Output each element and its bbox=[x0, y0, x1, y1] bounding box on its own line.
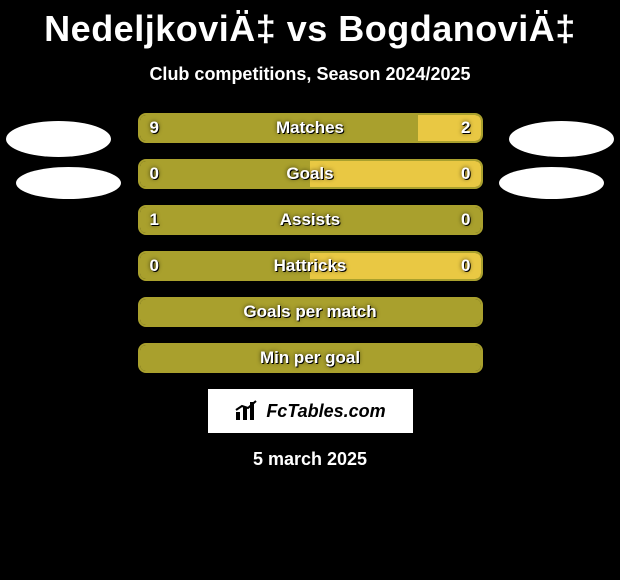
comparison-chart: 92Matches 00Goals 10Assists 00Hattricks Goal… bbox=[0, 113, 620, 470]
bar-row: 00Goals bbox=[138, 159, 483, 189]
fctables-logo: FcTables.com bbox=[208, 389, 413, 433]
bar-left-segment bbox=[140, 299, 481, 325]
bar-left-segment bbox=[140, 161, 311, 187]
logo-text: FcTables.com bbox=[266, 401, 385, 422]
bar-row: 10Assists bbox=[138, 205, 483, 235]
avatar-left-1 bbox=[6, 121, 111, 157]
bar-row: 00Hattricks bbox=[138, 251, 483, 281]
avatar-left-2 bbox=[16, 167, 121, 199]
bar-row: Goals per match bbox=[138, 297, 483, 327]
bar-right-segment bbox=[310, 161, 481, 187]
avatar-right-2 bbox=[499, 167, 604, 199]
bar-row: 92Matches bbox=[138, 113, 483, 143]
comparison-title: NedeljkoviÄ‡ vs BogdanoviÄ‡ bbox=[0, 0, 620, 50]
bar-left-segment bbox=[140, 253, 311, 279]
bar-left-segment bbox=[140, 345, 481, 371]
bar-left-segment bbox=[140, 207, 481, 233]
comparison-date: 5 march 2025 bbox=[0, 449, 620, 470]
bar-row: Min per goal bbox=[138, 343, 483, 373]
bar-left-segment bbox=[140, 115, 419, 141]
bar-right-segment bbox=[310, 253, 481, 279]
bar-right-segment bbox=[418, 115, 480, 141]
comparison-subtitle: Club competitions, Season 2024/2025 bbox=[0, 64, 620, 85]
bars-container: 92Matches 00Goals 10Assists 00Hattricks Goal… bbox=[138, 113, 483, 373]
chart-icon bbox=[234, 400, 260, 422]
avatar-right-1 bbox=[509, 121, 614, 157]
